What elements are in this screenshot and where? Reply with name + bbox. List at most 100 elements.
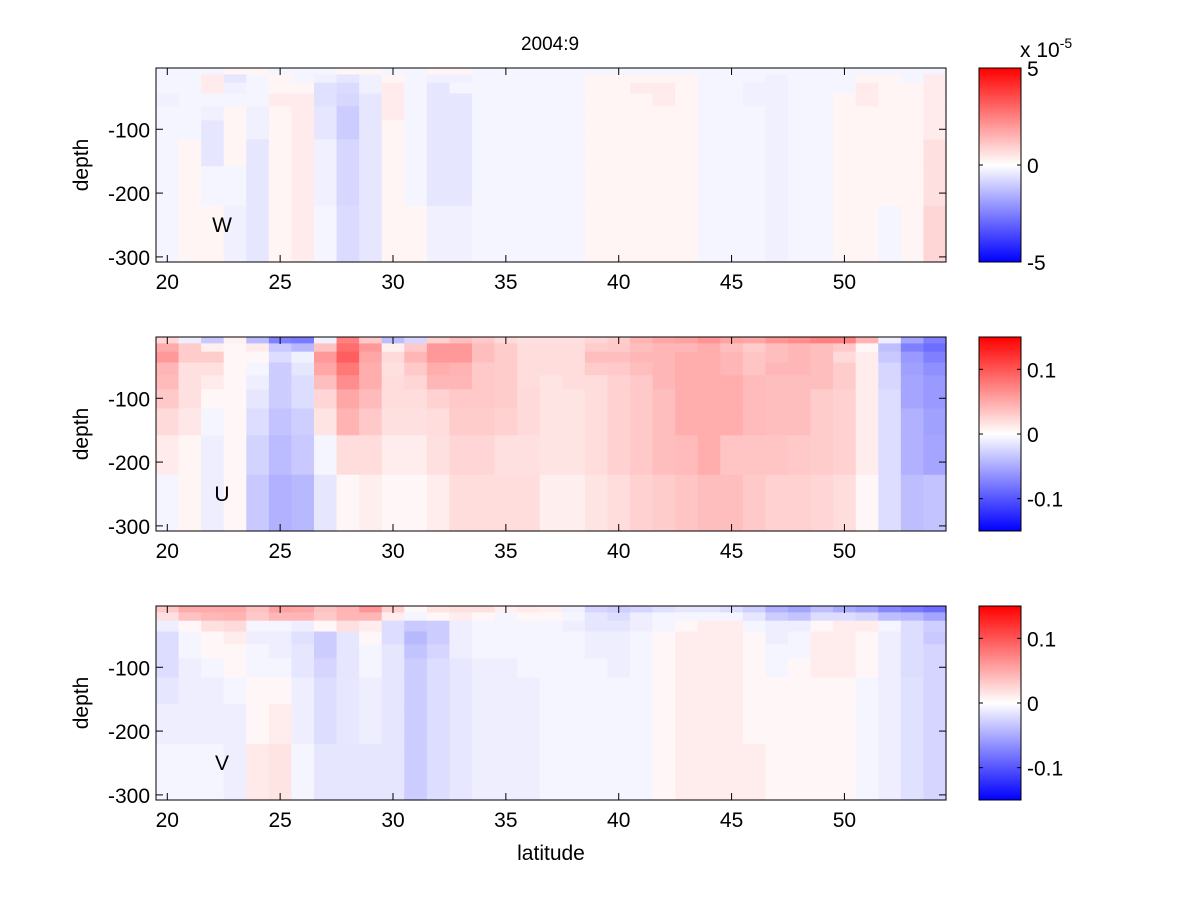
heatmap-cell	[156, 351, 180, 364]
heatmap-cell	[923, 351, 947, 364]
heatmap-cell	[562, 606, 586, 613]
heatmap-cell	[720, 677, 744, 705]
heatmap-cell	[562, 658, 586, 679]
heatmap-cell	[246, 389, 270, 410]
heatmap-cell	[878, 658, 902, 679]
heatmap-cell	[697, 139, 721, 167]
heatmap-cell	[539, 343, 563, 353]
heatmap-cell	[156, 82, 180, 95]
heatmap-cell	[630, 351, 654, 364]
heatmap-cell	[314, 106, 338, 121]
heatmap-cell	[878, 612, 902, 622]
heatmap-cell	[472, 375, 496, 390]
heatmap-cell	[494, 375, 518, 390]
heatmap-cell	[855, 106, 879, 121]
heatmap-cell	[810, 106, 834, 121]
heatmap-cell	[810, 743, 834, 801]
heatmap-cell	[584, 205, 609, 263]
heatmap-cell	[584, 612, 609, 622]
heatmap-cell	[268, 704, 293, 745]
heatmap-cell	[494, 677, 518, 705]
heatmap-cell	[291, 435, 315, 476]
heatmap-cell	[788, 166, 812, 207]
heatmap-cell	[268, 620, 293, 633]
heatmap-cell	[630, 106, 654, 121]
heatmap-cell	[517, 658, 541, 679]
x-tick-label: 35	[494, 540, 517, 563]
heatmap-cell	[314, 408, 338, 436]
heatmap-cell	[742, 658, 767, 679]
heatmap-cell	[449, 408, 473, 436]
heatmap-cell	[178, 68, 202, 75]
y-tick-label: -300	[108, 785, 150, 808]
heatmap-cell	[900, 677, 925, 705]
heatmap-cell	[675, 139, 699, 167]
heatmap-cell	[923, 644, 947, 659]
heatmap-cell	[607, 631, 631, 645]
heatmap-cell	[517, 612, 541, 622]
heatmap-cell	[404, 93, 428, 107]
heatmap-cell	[426, 389, 451, 410]
heatmap-cell	[855, 375, 879, 390]
plot-frame	[155, 605, 947, 801]
heatmap-cell	[178, 435, 202, 476]
heatmap-cell	[788, 68, 812, 75]
heatmap-cell	[878, 375, 902, 390]
heatmap-cell	[268, 82, 293, 95]
heatmap-cell	[810, 68, 834, 75]
heatmap-cell	[359, 343, 383, 353]
heatmap-cell	[156, 166, 180, 207]
heatmap-cell	[156, 362, 180, 376]
heatmap-cell	[381, 343, 405, 353]
heatmap-cell	[381, 620, 405, 633]
heatmap-cell	[607, 644, 631, 659]
heatmap-cell	[223, 606, 247, 613]
heatmap-cell	[539, 166, 563, 207]
heatmap-cell	[878, 205, 902, 263]
heatmap-cell	[291, 68, 315, 75]
heatmap-cell	[855, 166, 879, 207]
heatmap-cell	[404, 82, 428, 95]
heatmap-cell	[246, 205, 270, 263]
heatmap-cell	[607, 106, 631, 121]
heatmap-cells	[156, 68, 947, 263]
heatmap-cell	[607, 620, 631, 633]
heatmap-cell	[697, 743, 721, 801]
heatmap-cell	[404, 166, 428, 207]
heatmap-cell	[562, 205, 586, 263]
heatmap-cell	[584, 644, 609, 659]
heatmap-cell	[449, 166, 473, 207]
heatmap-cell	[246, 631, 270, 645]
heatmap-cell	[878, 606, 902, 613]
heatmap-cell	[742, 375, 767, 390]
heatmap-cell	[923, 389, 947, 410]
heatmap-cell	[697, 644, 721, 659]
heatmap-cell	[675, 343, 699, 353]
heatmap-cell	[788, 74, 812, 84]
heatmap-cell	[539, 474, 563, 532]
heatmap-cell	[359, 435, 383, 476]
heatmap-cell	[607, 743, 631, 801]
y-axis-label: depth	[70, 677, 93, 730]
heatmap-cell	[833, 351, 857, 364]
heatmap-cell	[291, 474, 315, 532]
heatmap-cell	[517, 474, 541, 532]
heatmap-cell	[178, 362, 202, 376]
heatmap-cell	[788, 620, 812, 633]
heatmap-cell	[810, 704, 834, 745]
heatmap-cell	[539, 93, 563, 107]
heatmap-cell	[314, 704, 338, 745]
heatmap-cell	[223, 389, 247, 410]
heatmap-cell	[810, 631, 834, 645]
heatmap-cell	[156, 205, 180, 263]
heatmap-cell	[223, 362, 247, 376]
heatmap-cell	[201, 93, 225, 107]
heatmap-cell	[900, 631, 925, 645]
heatmap-cell	[562, 677, 586, 705]
heatmap-cell	[630, 389, 654, 410]
heatmap-cell	[652, 166, 676, 207]
heatmap-cell	[630, 658, 654, 679]
heatmap-cell	[742, 389, 767, 410]
heatmap-cell	[426, 120, 451, 141]
heatmap-cell	[675, 606, 699, 613]
